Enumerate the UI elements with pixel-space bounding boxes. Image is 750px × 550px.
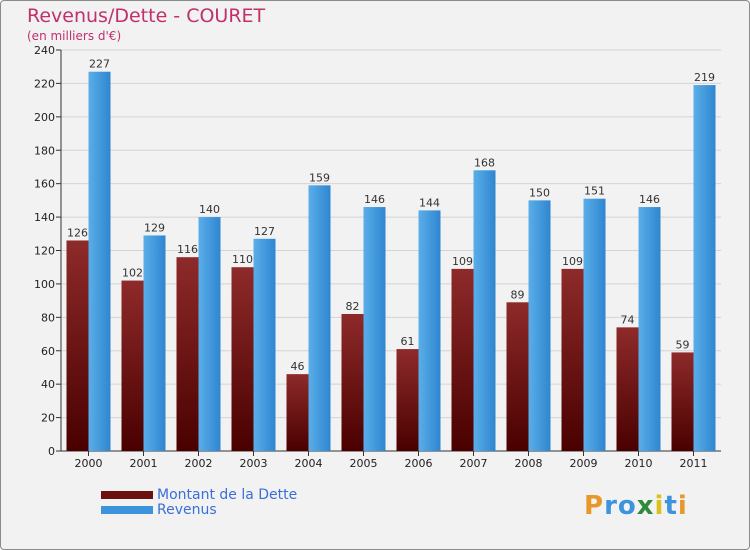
data-label: 146 [364, 193, 385, 206]
data-label: 219 [694, 71, 715, 84]
debt-bar [66, 240, 89, 451]
x-tick-label: 2008 [515, 457, 543, 470]
legend-label-debt: Montant de la Dette [157, 487, 298, 503]
revenus-bar [693, 85, 716, 452]
x-tick-label: 2005 [350, 457, 378, 470]
data-label: 227 [89, 58, 110, 71]
y-tick-label: 180 [34, 144, 55, 157]
revenus-bar [198, 217, 221, 451]
logo-letter: o [617, 491, 637, 521]
y-tick-label: 120 [34, 245, 55, 258]
revenus-bar [473, 170, 496, 452]
y-tick-label: 20 [41, 412, 55, 425]
x-tick-label: 2010 [625, 457, 653, 470]
data-label: 102 [122, 267, 143, 280]
data-label: 129 [144, 221, 165, 234]
debt-bar [121, 280, 144, 451]
revenus-bar [638, 207, 661, 451]
debt-bar [176, 257, 199, 451]
debt-bar [561, 268, 584, 451]
debt-bar [616, 327, 639, 451]
data-label: 150 [529, 186, 550, 199]
logo-letter: i [654, 491, 665, 521]
debt-bar [671, 352, 694, 451]
logo-letter: x [636, 491, 655, 521]
data-label: 168 [474, 156, 495, 169]
axes: 0 20 40 60 80 100 120 140 160 180 200 220 240 2000 200… [34, 44, 721, 470]
data-label: 146 [639, 193, 660, 206]
legend-item-revenus: Revenus [101, 502, 217, 518]
x-tick-label: 2003 [240, 457, 268, 470]
revenus-bar [253, 238, 276, 451]
data-labels: 126 227 102 129 116 140 110 127 46 159 82 146 61 144 1… [67, 58, 715, 373]
y-tick-label: 0 [48, 445, 55, 458]
y-tick-label: 60 [41, 345, 55, 358]
y-tick-label: 140 [34, 211, 55, 224]
logo-letter: P [584, 491, 605, 521]
x-tick-label: 2001 [130, 457, 158, 470]
revenus-bar [528, 200, 551, 451]
debt-bar [506, 302, 529, 451]
revenus-bar [418, 210, 441, 451]
data-label: 82 [346, 300, 360, 313]
y-tick-label: 80 [41, 311, 55, 324]
data-label: 110 [232, 253, 253, 266]
proxiti-logo: Proxiti [584, 491, 688, 521]
revenus-bar [143, 235, 166, 451]
data-label: 144 [419, 196, 440, 209]
logo-letter: i [677, 491, 688, 521]
x-tick-label: 2002 [185, 457, 213, 470]
bars [66, 71, 716, 452]
debt-bar [231, 267, 254, 451]
data-label: 126 [67, 226, 88, 239]
y-tick-label: 240 [34, 44, 55, 57]
revenus-bar [88, 71, 111, 452]
x-tick-label: 2007 [460, 457, 488, 470]
grid-lines [61, 49, 721, 452]
revenus-bar [583, 198, 606, 451]
x-tick-label: 2006 [405, 457, 433, 470]
data-label: 109 [452, 255, 473, 268]
data-label: 74 [621, 313, 635, 326]
y-tick-label: 200 [34, 111, 55, 124]
data-label: 116 [177, 243, 198, 256]
revenus-bar [308, 185, 331, 451]
debt-bar [341, 313, 364, 451]
debt-bar [451, 268, 474, 451]
logo-letter: r [604, 491, 618, 521]
x-tick-label: 2004 [295, 457, 323, 470]
chart-subtitle: (en milliers d'€) [27, 29, 122, 43]
y-tick-label: 220 [34, 77, 55, 90]
revenus-bar [363, 207, 386, 451]
data-label: 59 [676, 338, 690, 351]
data-label: 89 [511, 288, 525, 301]
y-tick-label: 160 [34, 178, 55, 191]
data-label: 140 [199, 203, 220, 216]
data-label: 109 [562, 255, 583, 268]
x-tick-label: 2009 [570, 457, 598, 470]
data-label: 151 [584, 185, 605, 198]
logo-letter: t [664, 491, 678, 521]
data-label: 159 [309, 171, 330, 184]
y-tick-label: 100 [34, 278, 55, 291]
debt-bar [396, 349, 419, 451]
legend-swatch-revenus [101, 506, 153, 514]
legend-item-debt: Montant de la Dette [101, 487, 297, 503]
legend-label-revenus: Revenus [157, 502, 217, 518]
data-label: 46 [291, 360, 305, 373]
legend-swatch-debt [101, 491, 153, 499]
data-label: 127 [254, 225, 275, 238]
y-tick-label: 40 [41, 378, 55, 391]
x-tick-label: 2000 [75, 457, 103, 470]
debt-bar [286, 374, 309, 451]
x-tick-label: 2011 [680, 457, 708, 470]
chart-title: Revenus/Dette - COURET [27, 5, 266, 27]
data-label: 61 [401, 335, 415, 348]
